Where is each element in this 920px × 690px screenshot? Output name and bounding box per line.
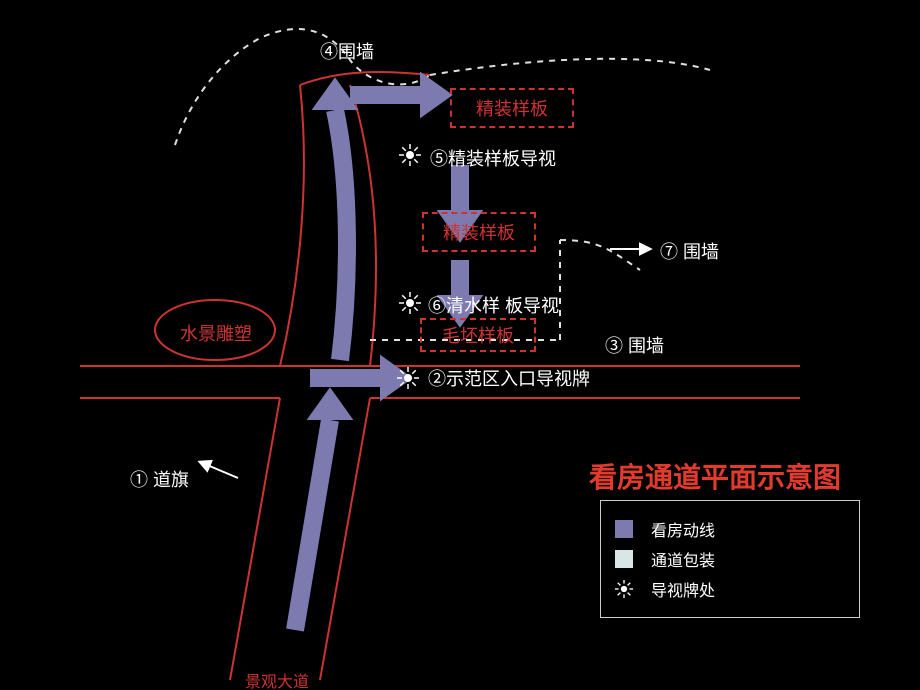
legend-swatch-white (615, 550, 633, 568)
box-jingzhuang-1: 精装样板 (450, 88, 574, 128)
legend-swatch-purple (615, 520, 633, 538)
box-label: 毛坯样板 (442, 322, 514, 348)
label-1-flag: ① 道旗 (130, 466, 189, 492)
label-3-wall: ③ 围墙 (605, 332, 664, 358)
box-maopi: 毛坯样板 (420, 318, 536, 352)
diagram-stage: 精装样板 精装样板 毛坯样板 ④围墙 ⑤精装样板导视 ⑦ 围墙 ⑥清水样 板导视… (0, 0, 920, 690)
legend-row-sign: 导视牌处 (615, 577, 845, 601)
label-4-wall: ④围墙 (320, 38, 374, 64)
label-2-entry: ②示范区入口导视牌 (428, 368, 590, 391)
legend-row-route: 看房动线 (615, 517, 845, 541)
legend-label: 通道包装 (651, 547, 715, 571)
legend-sun-icon (615, 580, 633, 598)
box-label: 精装样板 (443, 219, 515, 245)
label-7-wall: ⑦ 围墙 (660, 238, 719, 264)
label-6-sign: ⑥清水样 板导视 (428, 292, 559, 318)
label-5-sign: ⑤精装样板导视 (430, 145, 556, 171)
box-label: 精装样板 (476, 95, 548, 121)
diagram-title: 看房通道平面示意图 (555, 462, 875, 494)
box-jingzhuang-2: 精装样板 (422, 212, 536, 252)
label-water: 水景雕塑 (180, 320, 252, 346)
legend-box: 看房动线 通道包装 导视牌处 (600, 500, 860, 618)
legend-label: 看房动线 (651, 517, 715, 541)
legend-row-package: 通道包装 (615, 547, 845, 571)
legend-label: 导视牌处 (651, 577, 715, 601)
label-blvd: 景观大道 (245, 668, 309, 690)
